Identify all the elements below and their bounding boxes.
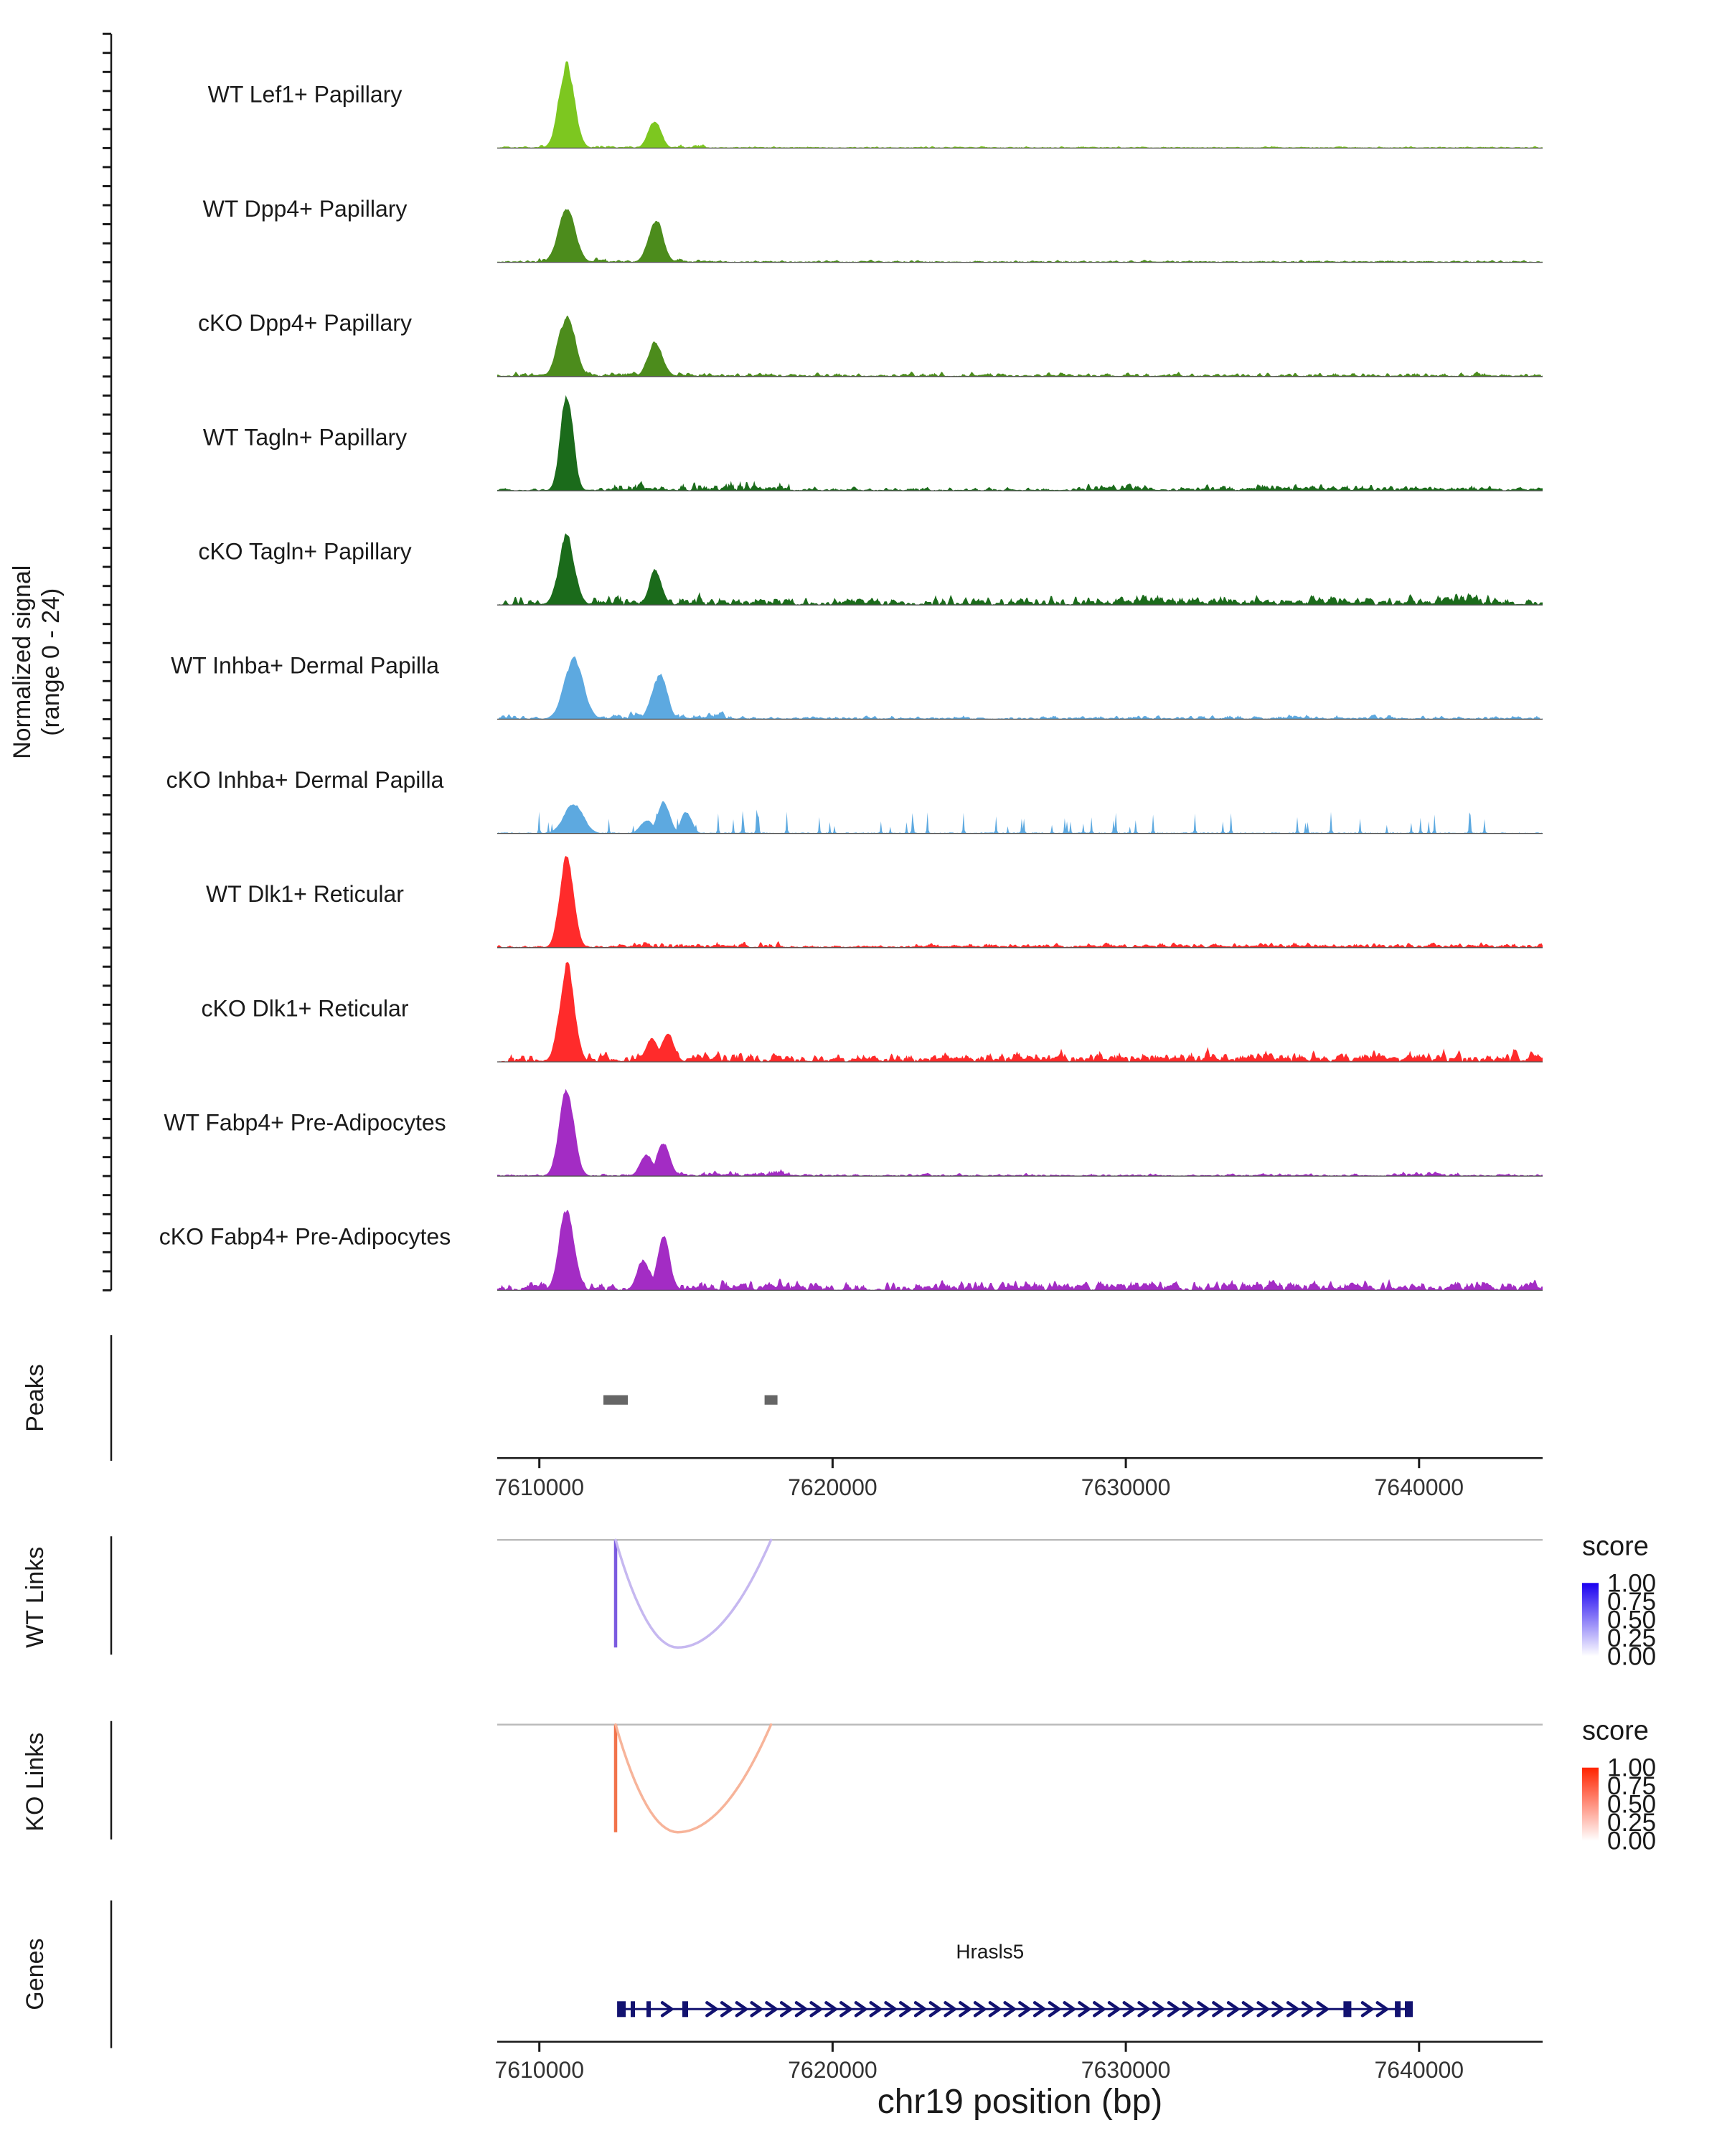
svg-text:WT Dpp4+ Papillary: WT Dpp4+ Papillary <box>203 196 408 222</box>
svg-text:WT Fabp4+ Pre-Adipocytes: WT Fabp4+ Pre-Adipocytes <box>164 1110 446 1136</box>
svg-text:cKO Inhba+ Dermal Papilla: cKO Inhba+ Dermal Papilla <box>166 767 444 793</box>
svg-text:chr19 position (bp): chr19 position (bp) <box>878 2083 1163 2121</box>
svg-text:0.00: 0.00 <box>1607 1642 1656 1670</box>
svg-text:7610000: 7610000 <box>494 1474 584 1500</box>
svg-text:WT Lef1+ Papillary: WT Lef1+ Papillary <box>208 82 403 108</box>
svg-text:7630000: 7630000 <box>1081 1474 1171 1500</box>
svg-text:cKO Dlk1+ Reticular: cKO Dlk1+ Reticular <box>202 995 409 1021</box>
svg-text:cKO Fabp4+ Pre-Adipocytes: cKO Fabp4+ Pre-Adipocytes <box>159 1224 451 1250</box>
svg-text:Normalized signal: Normalized signal <box>9 565 36 759</box>
svg-text:7620000: 7620000 <box>788 1474 878 1500</box>
svg-text:7620000: 7620000 <box>788 2057 878 2083</box>
svg-text:7640000: 7640000 <box>1375 2057 1464 2083</box>
svg-text:0.00: 0.00 <box>1607 1827 1656 1855</box>
svg-text:7630000: 7630000 <box>1081 2057 1171 2083</box>
svg-text:WT Tagln+ Papillary: WT Tagln+ Papillary <box>203 424 407 450</box>
svg-text:score: score <box>1582 1531 1649 1561</box>
svg-text:WT Inhba+ Dermal Papilla: WT Inhba+ Dermal Papilla <box>171 653 439 679</box>
svg-text:cKO Tagln+ Papillary: cKO Tagln+ Papillary <box>198 539 411 565</box>
svg-text:(range 0 - 24): (range 0 - 24) <box>37 588 65 736</box>
svg-text:7610000: 7610000 <box>494 2057 584 2083</box>
svg-text:7640000: 7640000 <box>1375 1474 1464 1500</box>
svg-text:WT Dlk1+ Reticular: WT Dlk1+ Reticular <box>206 881 404 907</box>
svg-text:score: score <box>1582 1716 1649 1746</box>
svg-text:Peaks: Peaks <box>22 1364 49 1432</box>
svg-text:WT Links: WT Links <box>22 1547 49 1648</box>
svg-text:KO Links: KO Links <box>22 1733 49 1832</box>
svg-text:Genes: Genes <box>22 1939 49 2010</box>
svg-text:cKO Dpp4+ Papillary: cKO Dpp4+ Papillary <box>198 310 412 336</box>
svg-text:Hrasls5: Hrasls5 <box>956 1940 1024 1962</box>
